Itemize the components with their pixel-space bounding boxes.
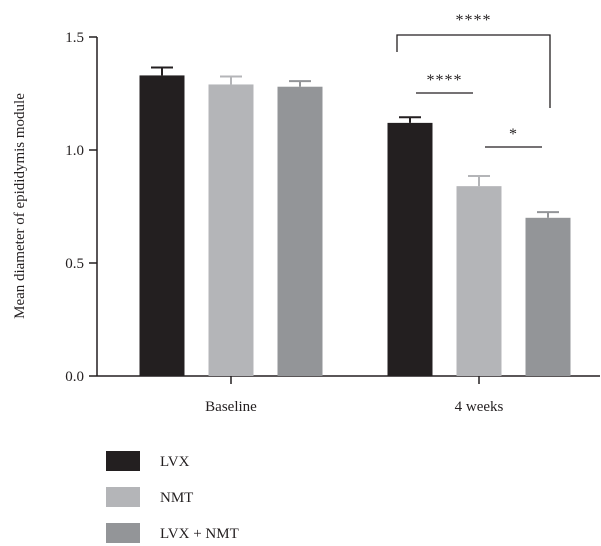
bar (387, 122, 433, 376)
significance-bracket (396, 34, 551, 108)
legend-swatch (106, 451, 140, 471)
y-tick-label: 0.5 (65, 256, 84, 272)
y-tick-label: 1.0 (65, 143, 84, 159)
legend-label: LVX (160, 454, 190, 470)
bar (456, 186, 502, 376)
bar (525, 217, 571, 376)
y-tick-label: 0.0 (65, 369, 84, 385)
legend-label: LVX + NMT (160, 526, 239, 542)
legend: LVX NMT LVX + NMT (106, 451, 239, 543)
significance-label: * (509, 126, 518, 143)
legend-swatch (106, 487, 140, 507)
bar (139, 75, 185, 377)
x-tick-label: Baseline (205, 399, 257, 415)
legend-swatch (106, 523, 140, 543)
y-tick-label: 1.5 (65, 30, 84, 46)
x-tick-label: 4 weeks (455, 399, 504, 415)
y-axis-title: Mean diameter of epididymis module (12, 93, 28, 319)
significance-label: **** (427, 72, 463, 89)
significance-brackets: ********* (396, 12, 551, 148)
significance-label: **** (456, 12, 492, 29)
bar (208, 84, 254, 377)
legend-label: NMT (160, 490, 193, 506)
bars (139, 66, 571, 377)
bar (277, 86, 323, 376)
